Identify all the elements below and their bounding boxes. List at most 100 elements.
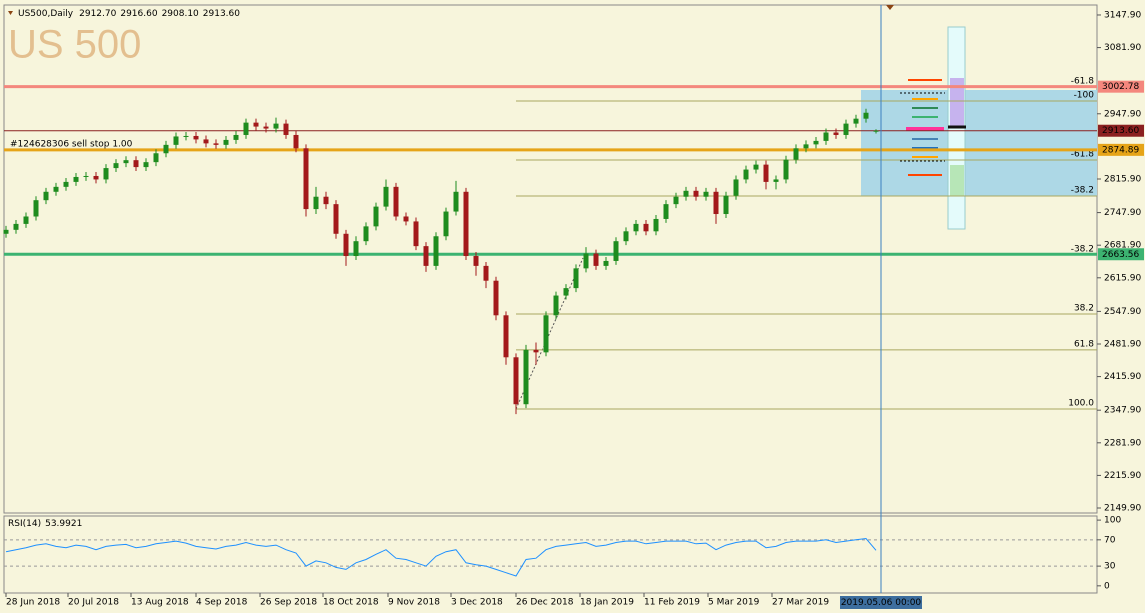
candle-body — [763, 164, 769, 182]
candle-body — [83, 175, 89, 177]
candle-body — [333, 204, 339, 234]
candle-body — [73, 176, 79, 182]
rsi-tick-label: 0 — [1104, 581, 1110, 591]
candle-body — [583, 253, 589, 269]
candle-body — [723, 195, 729, 215]
x-tick-label: 3 Dec 2018 — [451, 598, 503, 608]
y-tick-label: 2415.90 — [1104, 372, 1141, 382]
fib-label: -61.8 — [1071, 76, 1095, 86]
candle-body — [803, 144, 809, 149]
candle-body — [323, 196, 329, 205]
candle-body — [463, 191, 469, 257]
candle-body — [383, 186, 389, 207]
close: 2913.60 — [203, 9, 240, 19]
candle-body — [743, 169, 749, 180]
candle-body — [13, 223, 19, 230]
position-tool — [861, 26, 1097, 230]
candle-body — [213, 143, 219, 145]
candle-body — [483, 265, 489, 281]
open: 2912.70 — [79, 9, 116, 19]
candle-body — [533, 349, 539, 353]
candle-body — [673, 196, 679, 205]
candle-body — [643, 223, 649, 232]
shift-marker — [886, 5, 894, 10]
candle-body — [373, 206, 379, 227]
candle-body — [813, 140, 819, 145]
rsi-tick-label: 100 — [1104, 516, 1121, 526]
y-tick-label: 2681.90 — [1104, 241, 1141, 251]
candle-body — [173, 136, 179, 145]
price-label-box — [1098, 80, 1144, 93]
x-tick-label: 18 Oct 2018 — [323, 598, 379, 608]
candle-body — [303, 148, 309, 210]
candle-body — [23, 216, 29, 224]
candle-body — [653, 218, 659, 232]
candle-body — [43, 191, 49, 201]
candle-body — [423, 246, 429, 266]
y-tick-label: 2347.90 — [1104, 406, 1141, 416]
candle-body — [683, 190, 689, 197]
rsi-panel — [3, 515, 1098, 594]
candle-body — [573, 268, 579, 289]
candle-body — [593, 253, 599, 266]
range-lower — [950, 165, 964, 196]
x-tick-label: 20 Jul 2018 — [68, 598, 119, 608]
x-tick-label: 18 Jan 2019 — [580, 598, 634, 608]
y-tick-label: 2481.90 — [1104, 339, 1141, 349]
candle-body — [473, 256, 479, 266]
candle-body — [443, 211, 449, 237]
candle-body — [733, 179, 739, 196]
price-label-box — [1098, 143, 1144, 156]
rsi-value: 53.9921 — [45, 519, 82, 529]
fib-trendline — [515, 257, 584, 410]
candle-body — [253, 122, 259, 127]
candle-body — [183, 135, 189, 137]
candle-body — [393, 186, 399, 217]
symbol: US500,Daily — [18, 9, 74, 19]
y-tick-label: 3147.90 — [1104, 10, 1141, 20]
candle-body — [403, 216, 409, 222]
candle-body — [203, 139, 209, 144]
candle-body — [103, 168, 109, 180]
candle-body — [353, 241, 359, 257]
candle-body — [343, 233, 349, 257]
candle-body — [563, 288, 569, 296]
candle-body — [263, 126, 269, 129]
candle-body — [693, 190, 699, 197]
candle-body — [843, 123, 849, 135]
candle-body — [53, 186, 59, 192]
price-label: 2663.56 — [1102, 250, 1139, 260]
candle-body — [433, 236, 439, 266]
rsi-tick-label: 70 — [1104, 535, 1116, 545]
price-label: 3002.78 — [1102, 82, 1139, 92]
price-label: 2913.60 — [1102, 126, 1139, 136]
rsi-tick-label: 30 — [1104, 562, 1116, 572]
candle-body — [243, 122, 249, 135]
candle-body — [833, 132, 839, 135]
candle-body — [863, 112, 869, 119]
y-tick-label: 2215.90 — [1104, 471, 1141, 481]
candle-body — [853, 118, 859, 124]
x-tick-label: 11 Feb 2019 — [644, 598, 700, 608]
x-tick-label: 27 Mar 2019 — [772, 598, 829, 608]
candle-body — [523, 349, 529, 405]
candle-body — [623, 231, 629, 242]
candle-body — [823, 132, 829, 141]
candle-body — [503, 315, 509, 358]
main-panel — [3, 4, 1098, 514]
candle-body — [143, 162, 149, 168]
candle-body — [613, 241, 619, 261]
order-label: #124628306 sell stop 1.00 — [10, 139, 133, 149]
candle-body — [273, 123, 279, 129]
candle-body — [163, 144, 169, 154]
y-tick-label: 2815.90 — [1104, 174, 1141, 184]
candle-body — [703, 191, 709, 197]
cursor-label: 2019.05.06 00:00 — [841, 598, 922, 608]
rsi-title: RSI(14) — [8, 519, 41, 529]
candle-body — [753, 164, 759, 170]
position-zone — [861, 90, 1097, 196]
x-tick-label: 28 Jun 2018 — [6, 598, 60, 608]
x-tick-label: 9 Nov 2018 — [388, 598, 440, 608]
rsi-line — [5, 537, 877, 577]
